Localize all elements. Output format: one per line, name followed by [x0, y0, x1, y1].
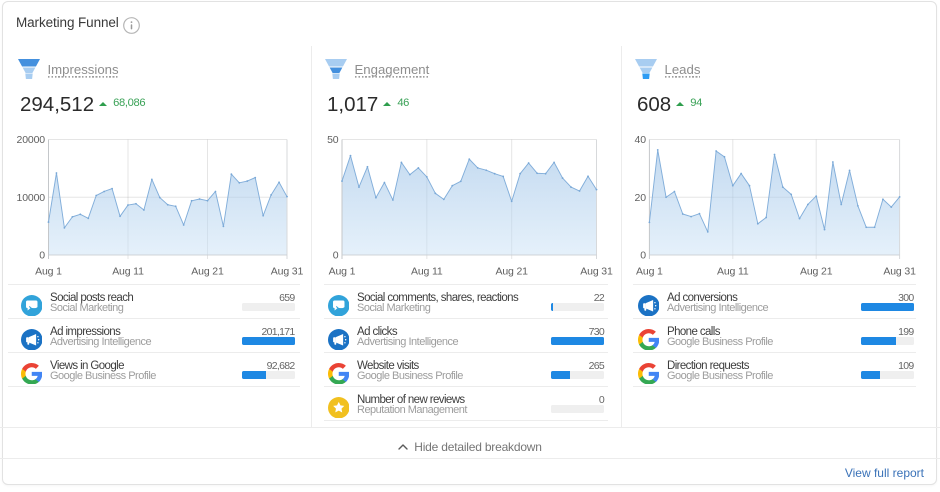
svg-text:10000: 10000: [17, 192, 46, 204]
svg-text:40: 40: [635, 134, 647, 146]
svg-text:Aug 21: Aug 21: [191, 266, 224, 278]
svg-text:Aug 21: Aug 21: [800, 266, 833, 278]
svg-text:50: 50: [327, 134, 339, 146]
svg-text:Aug 31: Aug 31: [271, 266, 304, 278]
svg-text:Aug 11: Aug 11: [411, 266, 443, 278]
svg-text:Aug 1: Aug 1: [329, 266, 356, 278]
svg-text:0: 0: [640, 250, 646, 262]
svg-text:20000: 20000: [17, 134, 46, 146]
svg-text:Aug 11: Aug 11: [112, 266, 144, 278]
svg-text:Aug 31: Aug 31: [580, 266, 613, 278]
svg-text:Aug 1: Aug 1: [636, 266, 663, 278]
svg-text:0: 0: [39, 250, 45, 262]
svg-text:Aug 31: Aug 31: [883, 266, 916, 278]
svg-text:Aug 11: Aug 11: [717, 266, 749, 278]
svg-text:20: 20: [635, 192, 647, 204]
svg-text:0: 0: [333, 250, 339, 262]
svg-text:Aug 1: Aug 1: [35, 266, 62, 278]
svg-text:Aug 21: Aug 21: [495, 266, 528, 278]
